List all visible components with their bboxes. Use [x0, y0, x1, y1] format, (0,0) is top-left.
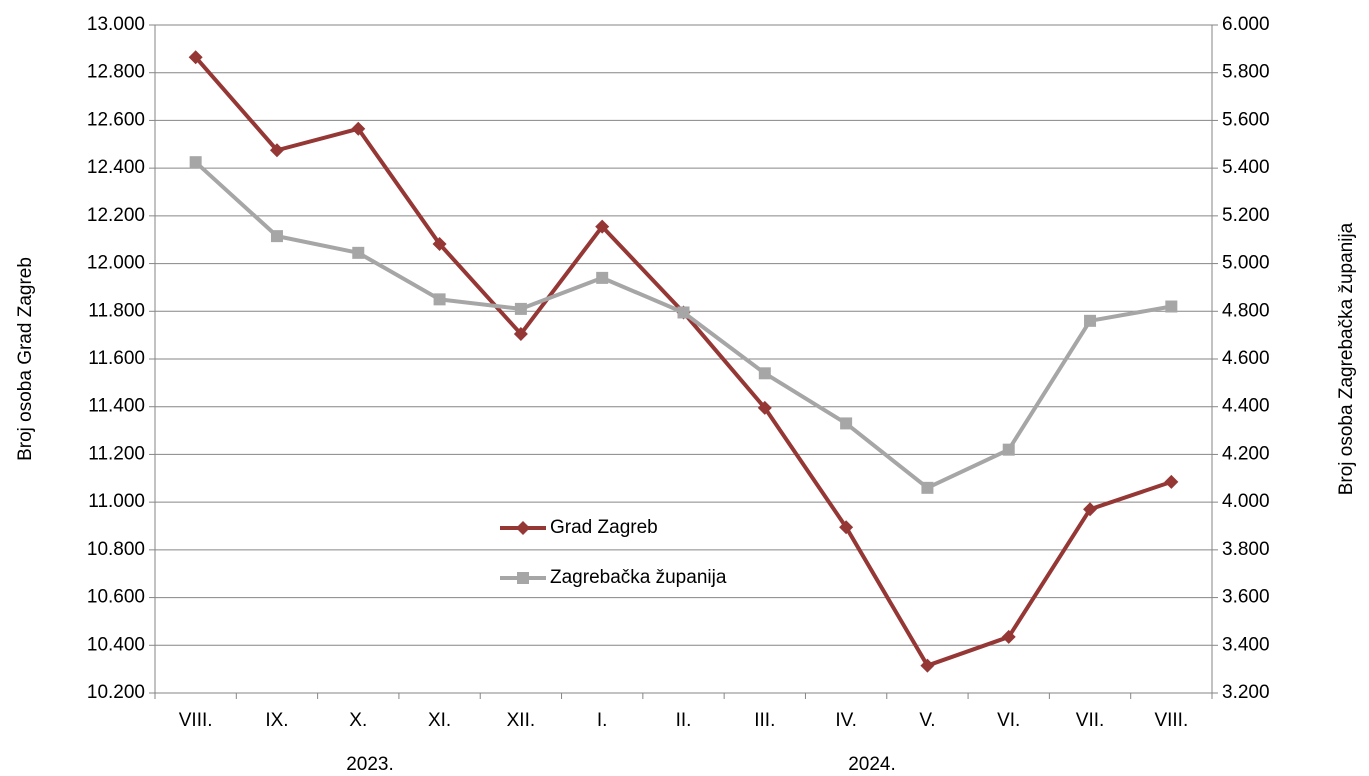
data-point	[351, 121, 366, 136]
x-tick-label: VIII.	[179, 710, 213, 731]
y-tick-label: 12.800	[87, 62, 145, 83]
x-tick-label: VI.	[997, 710, 1020, 731]
y-tick-label: 10.800	[87, 539, 145, 560]
data-point	[1164, 474, 1179, 489]
year-label: 2023.	[346, 754, 394, 775]
x-tick-label: VII.	[1076, 710, 1105, 731]
y2-tick-label: 5.600	[1222, 109, 1270, 130]
x-tick-label: V.	[919, 710, 935, 731]
data-point	[189, 156, 202, 169]
y2-axis-label: Broj osoba Zagrebačka županija	[1336, 222, 1357, 495]
legend-label: Zagrebačka županija	[550, 567, 727, 588]
data-point	[921, 481, 934, 494]
year-label: 2024.	[848, 754, 896, 775]
data-point	[269, 143, 284, 158]
data-point	[839, 520, 854, 535]
data-point	[514, 302, 527, 315]
y2-tick-label: 5.400	[1222, 157, 1270, 178]
y-tick-label: 10.600	[87, 587, 145, 608]
y2-tick-label: 3.800	[1222, 539, 1270, 560]
data-point	[188, 50, 203, 65]
x-tick-label: XI.	[428, 710, 451, 731]
y2-tick-label: 5.200	[1222, 205, 1270, 226]
x-tick-label: I.	[597, 710, 608, 731]
data-point	[1165, 300, 1178, 313]
y-tick-label: 10.200	[87, 682, 145, 703]
data-point	[513, 326, 528, 341]
y2-tick-label: 5.800	[1222, 62, 1270, 83]
x-tick-label: X.	[349, 710, 367, 731]
y-tick-label: 11.000	[88, 491, 145, 512]
y-tick-label: 10.400	[87, 634, 145, 655]
data-point	[677, 306, 690, 319]
data-point	[840, 417, 853, 430]
data-point	[1001, 629, 1016, 644]
y-tick-label: 12.000	[87, 253, 145, 274]
x-tick-label: VIII.	[1154, 710, 1188, 731]
y-tick-label: 12.400	[87, 157, 145, 178]
y2-tick-label: 3.400	[1222, 634, 1270, 655]
y2-tick-label: 6.000	[1222, 14, 1270, 35]
x-tick-label: IX.	[265, 710, 288, 731]
legend-marker	[516, 521, 530, 535]
y2-tick-label: 3.600	[1222, 587, 1270, 608]
data-point	[1084, 314, 1097, 327]
data-point	[595, 219, 610, 234]
data-point	[270, 230, 283, 243]
data-point	[920, 658, 935, 673]
y-tick-label: 12.600	[87, 109, 145, 130]
y-tick-label: 12.200	[87, 205, 145, 226]
data-point	[352, 246, 365, 259]
data-point	[433, 293, 446, 306]
x-tick-label: XII.	[507, 710, 536, 731]
x-tick-label: II.	[676, 710, 692, 731]
y2-tick-label: 4.000	[1222, 491, 1270, 512]
data-point	[1083, 502, 1098, 517]
legend-label: Grad Zagreb	[550, 517, 658, 538]
legend-marker	[517, 572, 529, 584]
y2-tick-label: 4.400	[1222, 396, 1270, 417]
data-point	[596, 271, 609, 284]
x-tick-label: IV.	[835, 710, 857, 731]
y-tick-label: 11.400	[88, 396, 145, 417]
y2-tick-label: 4.800	[1222, 300, 1270, 321]
y2-tick-label: 3.200	[1222, 682, 1270, 703]
data-point	[757, 400, 772, 415]
y2-tick-label: 5.000	[1222, 253, 1270, 274]
data-point	[432, 237, 447, 252]
y-tick-label: 11.200	[88, 443, 145, 464]
y2-tick-label: 4.600	[1222, 348, 1270, 369]
y2-tick-label: 4.200	[1222, 443, 1270, 464]
x-tick-label: III.	[754, 710, 775, 731]
y-tick-label: 11.600	[88, 348, 145, 369]
data-point	[758, 367, 771, 380]
y-axis-label: Broj osoba Grad Zagreb	[15, 257, 36, 461]
series-line	[194, 160, 1172, 490]
y-tick-label: 13.000	[87, 14, 145, 35]
data-point	[1002, 443, 1015, 456]
y-tick-label: 11.800	[88, 300, 145, 321]
